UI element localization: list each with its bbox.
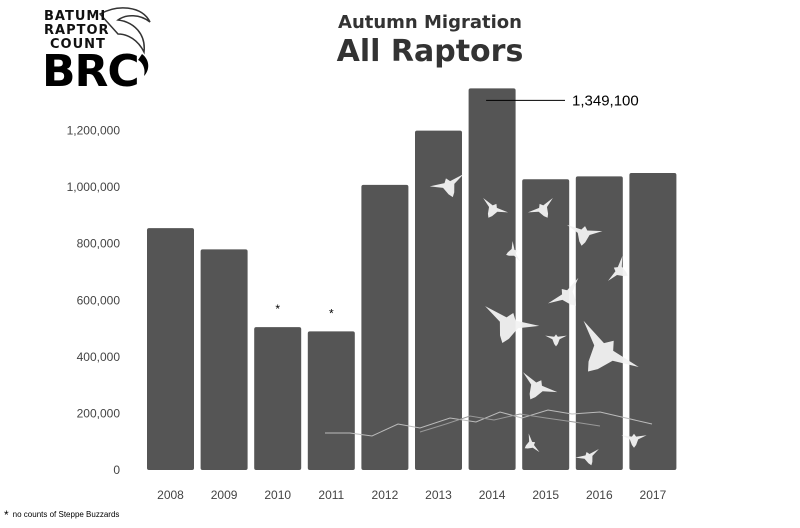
logo-line-2: RAPTOR xyxy=(44,23,110,38)
decoration-overlay xyxy=(325,174,653,466)
mountain-ridge-line xyxy=(325,409,653,437)
bar-2017 xyxy=(629,173,677,470)
annotations: 1,349,100 * * xyxy=(275,92,638,320)
bar-2013 xyxy=(415,130,462,471)
logo-line-1: BATUMI xyxy=(44,9,107,24)
footnote: * no counts of Steppe Buzzards xyxy=(4,506,120,522)
raptor-silhouette-icon xyxy=(506,241,520,262)
y-tick-label: 1,200,000 xyxy=(67,124,121,138)
x-tick-label-2017: 2017 xyxy=(640,488,667,502)
raptor-silhouette-icon xyxy=(608,255,628,281)
chart-subtitle: Autumn Migration xyxy=(338,12,522,33)
brc-logo: BATUMI RAPTOR COUNT BRC xyxy=(38,4,158,97)
x-tick-label-2009: 2009 xyxy=(211,488,238,502)
y-tick-label: 0 xyxy=(113,463,120,477)
bar-2009 xyxy=(200,249,248,470)
logo-abbr: BRC xyxy=(42,46,140,97)
bird-logo-icon xyxy=(98,7,151,76)
annotation-max-value: 1,349,100 xyxy=(572,92,639,109)
asterisk-marker-2011: * xyxy=(329,306,334,320)
x-tick-label-2013: 2013 xyxy=(425,488,452,502)
raptor-silhouette-icon xyxy=(566,224,603,246)
y-tick-label: 600,000 xyxy=(77,293,121,307)
raptor-silhouette-icon xyxy=(523,372,558,400)
raptor-silhouette-icon xyxy=(545,334,567,347)
x-tick-label-2016: 2016 xyxy=(586,488,613,502)
x-tick-label-2015: 2015 xyxy=(532,488,559,502)
raptor-silhouette-icon xyxy=(575,449,599,466)
x-tick-label-2012: 2012 xyxy=(372,488,399,502)
logo-line-3: COUNT xyxy=(50,37,106,52)
bar-2010 xyxy=(254,327,302,470)
y-tick-label: 1,000,000 xyxy=(67,180,121,194)
bar-2014 xyxy=(468,88,516,470)
x-tick-label-2011: 2011 xyxy=(318,488,344,502)
raptor-silhouette-icon xyxy=(583,320,639,372)
x-tick-label-2008: 2008 xyxy=(157,488,184,502)
asterisk-marker-2010: * xyxy=(275,302,280,316)
raptor-silhouette-icon xyxy=(485,306,540,344)
raptor-silhouette-icon xyxy=(548,277,579,306)
y-axis: 0 200,000 400,000 600,000 800,000 1,000,000 1,… xyxy=(67,124,121,477)
x-tick-label-2010: 2010 xyxy=(264,488,291,502)
raptor-silhouette-icon xyxy=(524,433,540,453)
y-tick-label: 400,000 xyxy=(77,350,121,364)
x-tick-label-2014: 2014 xyxy=(479,488,506,502)
bar-2012 xyxy=(361,184,409,470)
bar-2016 xyxy=(575,176,623,470)
y-tick-label: 200,000 xyxy=(77,406,121,420)
raptor-silhouette-icon xyxy=(621,433,647,448)
bars-group xyxy=(147,88,677,471)
raptor-silhouette-icon xyxy=(429,174,464,198)
bar-2011 xyxy=(307,331,355,470)
y-tick-label: 800,000 xyxy=(77,237,121,251)
footnote-marker: * xyxy=(4,508,9,522)
footnote-text: no counts of Steppe Buzzards xyxy=(12,510,120,519)
raptor-silhouette-icon xyxy=(527,198,553,218)
bar-2008 xyxy=(147,228,194,470)
raptor-silhouette-icon xyxy=(483,198,509,218)
mountain-ridge-line-2 xyxy=(419,413,601,433)
chart-title: All Raptors xyxy=(336,34,524,69)
x-axis: 2008 2009 2010 2011 2012 2013 2014 2015 2016 2017 xyxy=(157,488,666,502)
